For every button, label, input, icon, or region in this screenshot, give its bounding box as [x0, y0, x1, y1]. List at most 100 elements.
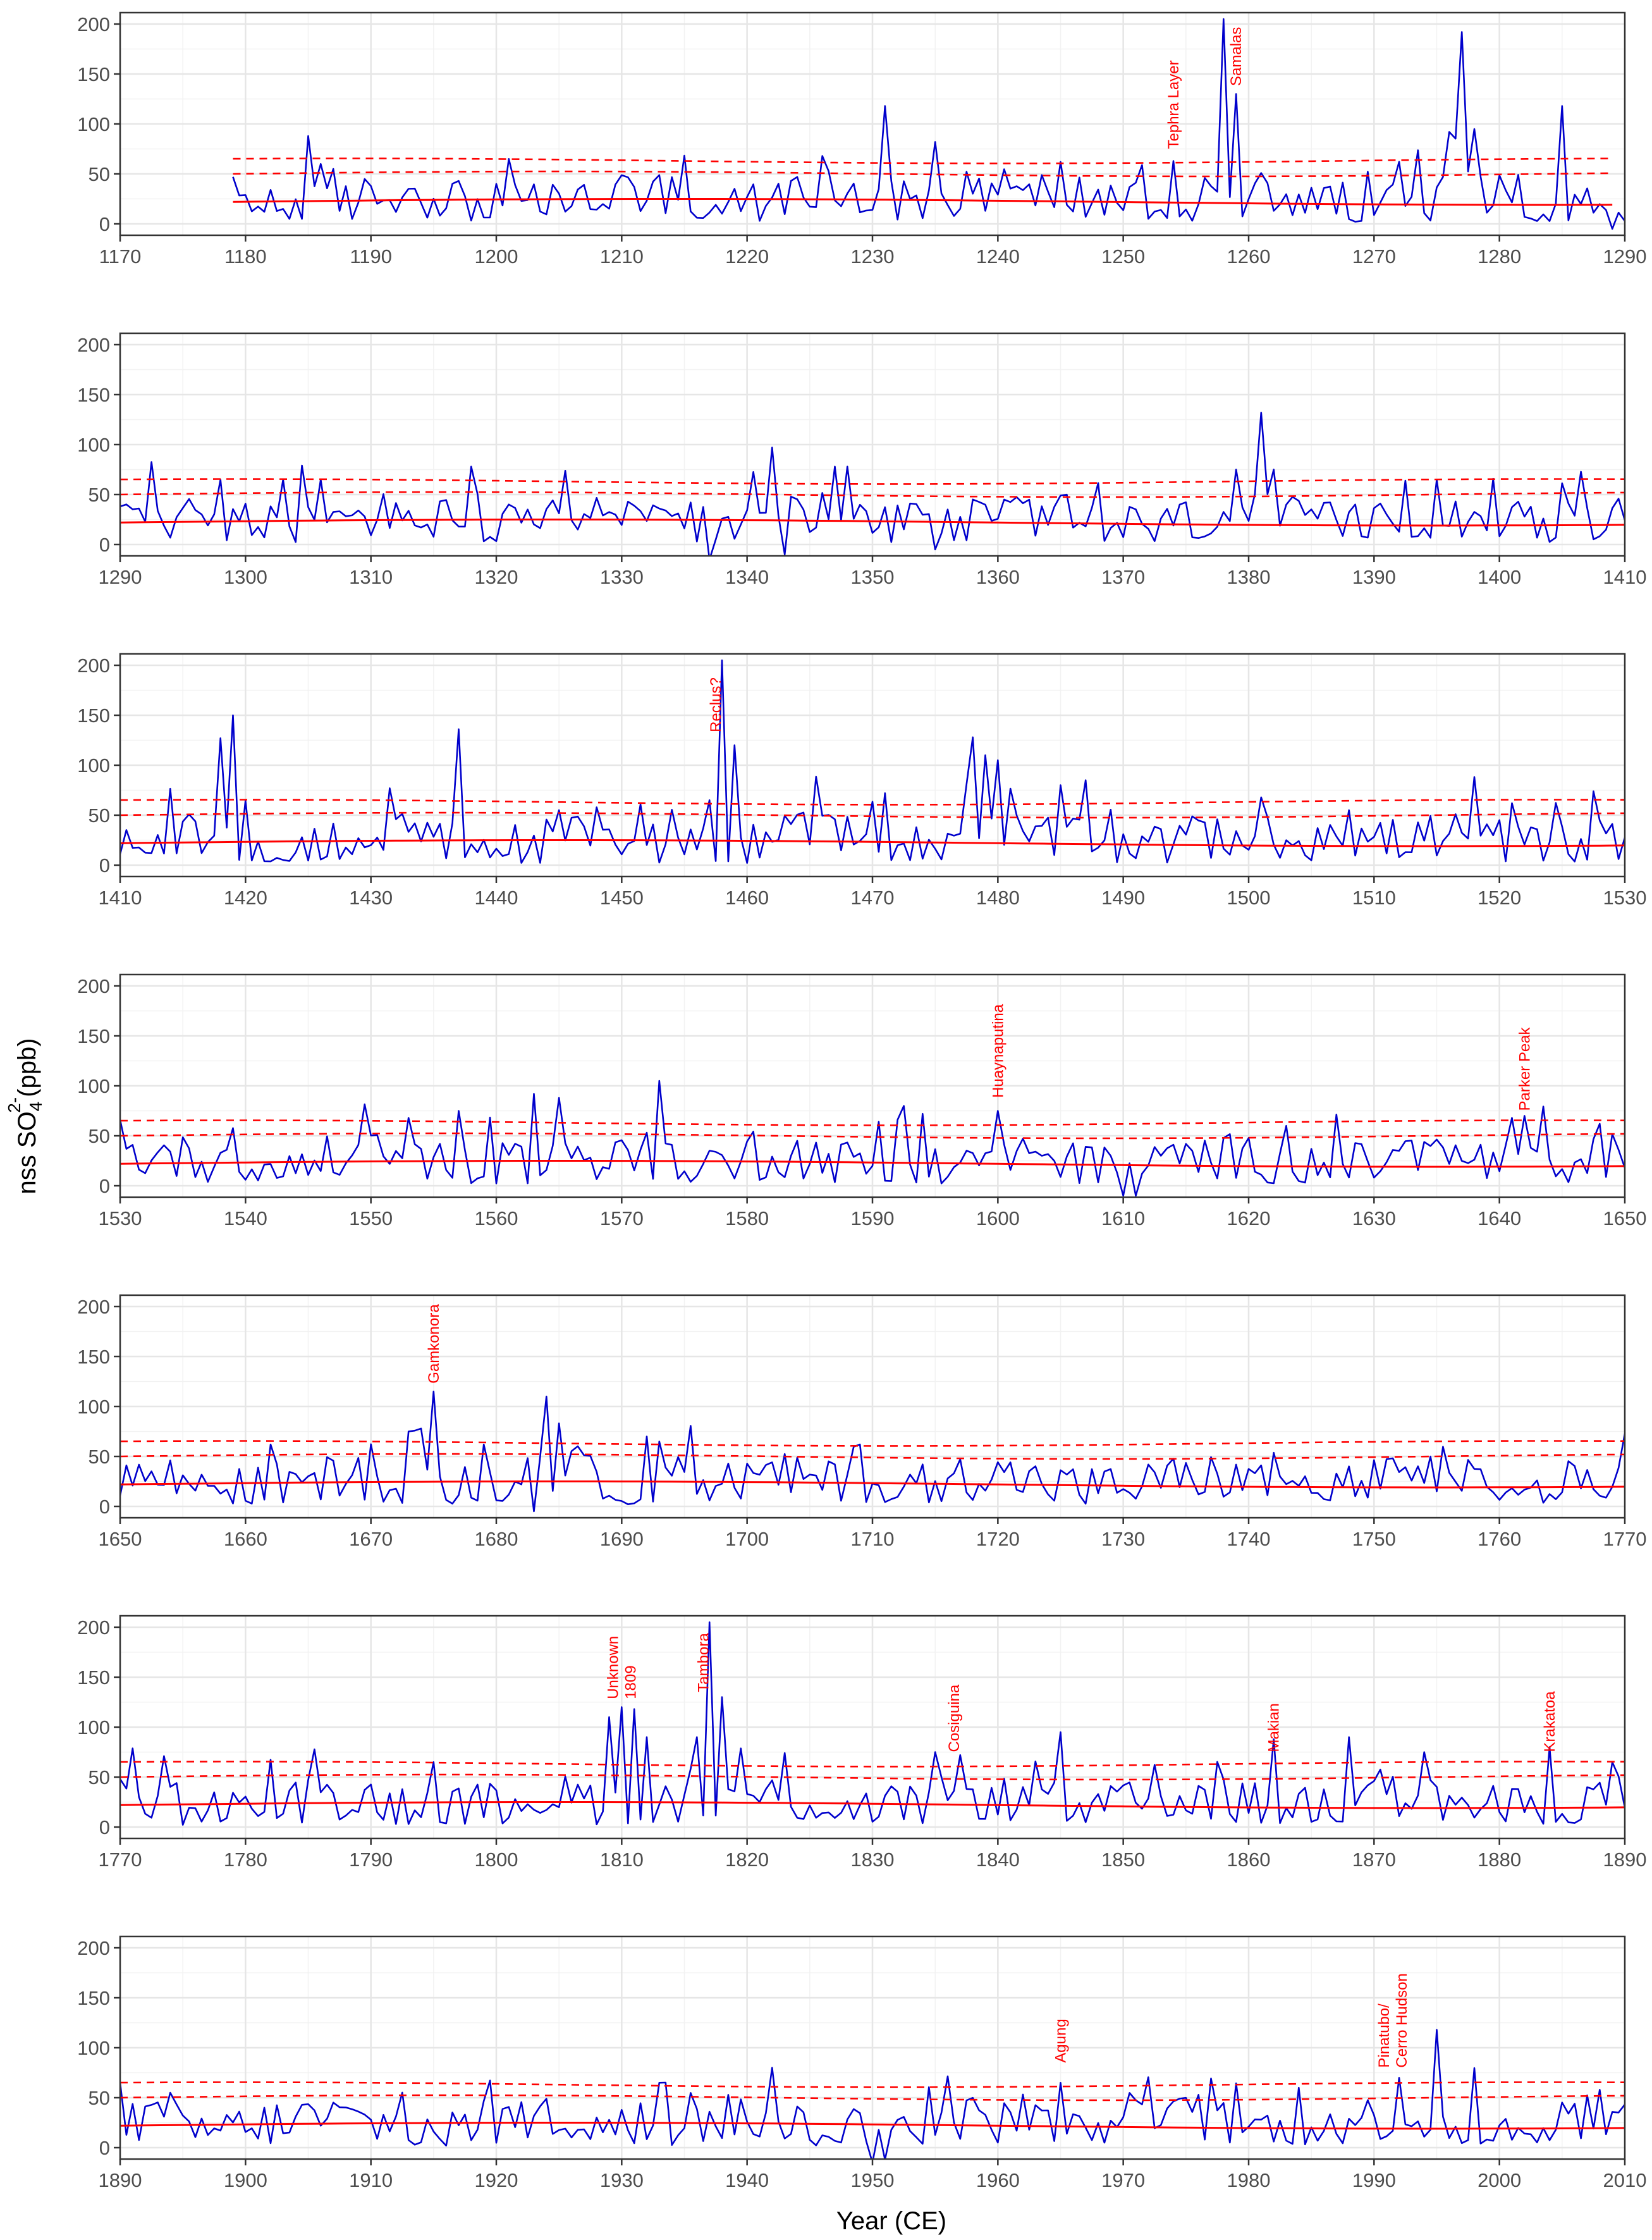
y-tick-label: 100: [77, 754, 110, 777]
x-tick-label: 1630: [1352, 1207, 1396, 1229]
x-tick-label: 1530: [99, 1207, 142, 1229]
x-tick-label: 1790: [349, 1849, 393, 1871]
y-tick-label: 100: [77, 1075, 110, 1097]
annotation-label: Cosiguina: [946, 1684, 963, 1752]
panel-5: 0 50 100 150 200 1650 1660 1670 1680 1690 1700 1710…: [77, 1294, 1646, 1550]
x-tick-label: 1200: [475, 245, 518, 268]
annotation-label: Tambora: [695, 1633, 712, 1692]
x-tick-label: 1770: [99, 1849, 142, 1871]
x-tick-label: 1850: [1101, 1849, 1145, 1871]
x-tick-label: 1210: [600, 245, 644, 268]
x-tick-label: 1330: [600, 566, 644, 588]
x-tick-label: 1400: [1478, 566, 1521, 588]
y-tick-label: 0: [99, 854, 110, 877]
annotation-label: Reclus?: [707, 677, 725, 732]
panel-7: 0 50 100 150 200 1890 1900 1910 1920 1930 1940 1950…: [77, 1935, 1647, 2191]
x-tick-label: 1650: [1603, 1207, 1647, 1229]
y-tick-label: 200: [77, 1937, 110, 1959]
x-tick-label: 1710: [851, 1528, 895, 1550]
annotation-label: Parker Peak: [1516, 1026, 1533, 1111]
annotation-label: Tephra Layer: [1165, 60, 1182, 149]
annotation-label: Agung: [1053, 2019, 1070, 2062]
y-tick-label: 200: [77, 975, 110, 997]
annotation-label: Samalas: [1228, 27, 1245, 86]
x-tick-label: 2000: [1478, 2169, 1521, 2191]
x-tick-label: 1390: [1352, 566, 1396, 588]
x-tick-label: 1380: [1227, 566, 1271, 588]
x-axis-title: Year (CE): [836, 2207, 946, 2235]
x-tick-label: 1660: [224, 1528, 267, 1550]
x-tick-label: 1840: [976, 1849, 1020, 1871]
annotation-line-1: Pinatubo/: [1376, 2003, 1393, 2068]
y-tick-label: 200: [77, 334, 110, 356]
y-tick-label: 100: [77, 1716, 110, 1738]
x-tick-label: 1470: [851, 887, 895, 909]
threshold-line: [120, 2094, 1625, 2102]
x-tick-label: 2010: [1603, 2169, 1647, 2191]
panel-2: 0 50 100 150 200 1290 1300 1310 1320 1330 1340 1350…: [77, 332, 1647, 588]
x-tick-label: 1480: [976, 887, 1020, 909]
x-tick-label: 1440: [475, 887, 518, 909]
y-tick-label: 50: [89, 1446, 110, 1468]
x-tick-label: 1640: [1478, 1207, 1521, 1229]
y-tick-label: 50: [89, 1766, 110, 1788]
x-tick-label: 1990: [1352, 2169, 1396, 2191]
x-tick-label: 1410: [1603, 566, 1647, 588]
panel-6: 0 50 100 150 200 1770 1780 1790 1800 1810 1820 1830…: [77, 1615, 1646, 1871]
threshold-line: [120, 1761, 1625, 1768]
x-tick-label: 1910: [349, 2169, 393, 2191]
annotation-line-1: Unknown: [604, 1636, 621, 1699]
x-tick-label: 1530: [1603, 887, 1647, 909]
baseline-line: [120, 1160, 1625, 1168]
series-line: [120, 412, 1625, 556]
y-tick-label: 0: [99, 213, 110, 235]
y-axis-title: nss SO42-(ppb): [4, 1038, 46, 1194]
x-tick-label: 1880: [1478, 1849, 1521, 1871]
series-line: [232, 18, 1625, 230]
y-axis-title-suffix: (ppb): [13, 1038, 41, 1097]
threshold-line: [233, 170, 1613, 178]
threshold-line: [233, 157, 1613, 164]
x-tick-label: 1950: [851, 2169, 895, 2191]
y-tick-label: 0: [99, 1496, 110, 1518]
x-tick-label: 1810: [600, 1849, 644, 1871]
annotation-label: Makian: [1266, 1703, 1283, 1752]
x-tick-label: 1290: [99, 566, 142, 588]
x-tick-label: 1590: [851, 1207, 895, 1229]
series-line: [120, 2029, 1625, 2159]
x-tick-label: 1260: [1227, 245, 1271, 268]
x-tick-label: 1360: [976, 566, 1020, 588]
threshold-line: [120, 478, 1625, 485]
panel-1: 0 50 100 150 200 1170 1180 1190 1200 1210 1220 1230…: [77, 11, 1646, 268]
series-line: [120, 1621, 1625, 1826]
y-axis-title-subscript: 4: [26, 1102, 46, 1112]
x-tick-label: 1820: [725, 1849, 769, 1871]
threshold-line: [120, 1773, 1625, 1781]
x-tick-label: 1500: [1227, 887, 1271, 909]
x-tick-label: 1510: [1352, 887, 1396, 909]
x-tick-label: 1250: [1101, 245, 1145, 268]
x-tick-label: 1860: [1227, 1849, 1271, 1871]
threshold-line: [120, 2081, 1625, 2088]
baseline-line: [120, 1480, 1625, 1489]
annotation-label: Huaynaputina: [989, 1004, 1006, 1098]
x-tick-label: 1720: [976, 1528, 1020, 1550]
series-line: [120, 1080, 1625, 1197]
x-tick-label: 1830: [851, 1849, 895, 1871]
threshold-line: [120, 1132, 1625, 1140]
baseline-line: [120, 839, 1625, 847]
y-tick-label: 200: [77, 1296, 110, 1318]
x-tick-label: 1670: [349, 1528, 393, 1550]
y-tick-label: 150: [77, 384, 110, 406]
annotation-label: Gamkonora: [425, 1304, 443, 1384]
x-tick-label: 1580: [725, 1207, 769, 1229]
y-tick-label: 50: [89, 1125, 110, 1147]
x-tick-label: 1550: [349, 1207, 393, 1229]
x-tick-label: 1930: [600, 2169, 644, 2191]
y-axis-title-prefix: nss SO: [13, 1111, 41, 1194]
threshold-line: [120, 1119, 1625, 1126]
x-tick-label: 1220: [725, 245, 769, 268]
x-tick-label: 1190: [350, 245, 392, 268]
series-line: [120, 659, 1625, 864]
x-tick-label: 1560: [475, 1207, 518, 1229]
